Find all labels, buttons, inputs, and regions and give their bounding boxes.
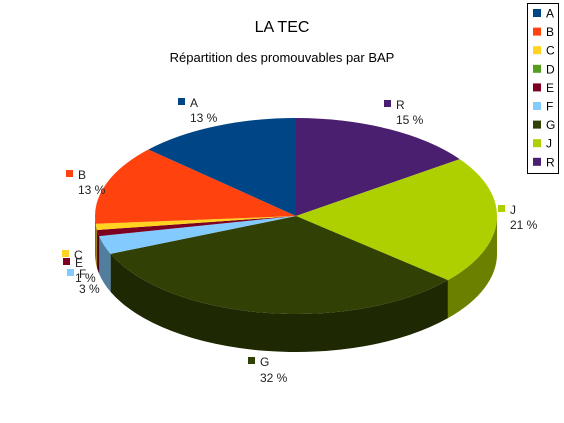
legend-swatch-c [533, 46, 541, 55]
slice-label-marker-a [178, 98, 185, 105]
legend-label-c: C [546, 44, 555, 58]
legend-label-d: D [546, 62, 555, 76]
slice-label-marker-c [62, 250, 69, 257]
slice-label-marker-f [67, 269, 74, 276]
slice-label-value-g: 32 % [260, 371, 288, 385]
slice-label-name-a: A [190, 96, 198, 110]
legend-swatch-b [533, 27, 541, 36]
pie-side-g [110, 253, 448, 352]
legend-swatch-j [533, 139, 541, 148]
legend-label-j: J [546, 137, 552, 151]
pie-side-e [97, 229, 100, 275]
slice-label-value-j: 21 % [510, 218, 538, 232]
pie-slice-g [110, 216, 448, 315]
pie-side-j [447, 216, 497, 319]
slice-label-value-a: 13 % [190, 111, 218, 125]
slice-label-value-r: 15 % [396, 113, 424, 127]
chart-subtitle: Répartition des promouvables par BAP [170, 50, 395, 65]
legend-swatch-a [533, 9, 541, 17]
pie-slice-b [94, 149, 296, 224]
slice-label-name-b: B [78, 168, 86, 182]
legend-label-r: R [546, 155, 555, 169]
slice-label-name-g: G [260, 355, 269, 369]
legend-swatch-e [533, 83, 541, 92]
legend-swatch-g [533, 120, 541, 129]
legend-swatch-d [533, 64, 541, 73]
slice-label-name-r: R [396, 98, 405, 112]
legend-box [527, 3, 559, 174]
pie-labels: A13 %R15 %J21 %B13 %G32 %CE1 %F3 % [62, 96, 538, 385]
legend-label-e: E [546, 81, 554, 95]
slice-label-name-c: C [74, 248, 83, 262]
legend-label-b: B [546, 25, 554, 39]
pie-side-f [99, 236, 111, 292]
slice-label-value-f: 3 % [79, 282, 100, 296]
slice-label-name-f: F [79, 267, 86, 281]
slice-label-marker-r [384, 100, 391, 107]
pie-slice-e [97, 216, 296, 237]
pie-slice-f [99, 216, 296, 254]
pie-slice-c [95, 216, 296, 230]
slice-label-value-b: 13 % [78, 183, 106, 197]
legend-swatch-r [533, 157, 541, 166]
pie-tops [94, 118, 497, 315]
chart-title: LA TEC [255, 19, 310, 36]
pie-side-c [95, 223, 98, 268]
pie-sides [95, 216, 497, 352]
slice-label-marker-b [66, 170, 73, 177]
pie-slice-j [296, 159, 497, 281]
slice-label-value-e: 1 % [75, 271, 96, 285]
legend-label-a: A [546, 7, 554, 21]
legend-label-f: F [546, 100, 553, 114]
slice-label-marker-e [63, 258, 70, 265]
slice-label-marker-j [498, 205, 505, 212]
legend-swatch-f [533, 102, 541, 110]
slice-label-name-j: J [510, 203, 516, 217]
slice-label-name-e: E [75, 256, 83, 270]
pie-side-b [95, 216, 96, 262]
pie-slice-a [148, 118, 296, 216]
legend-label-g: G [546, 118, 555, 132]
slice-label-marker-g [248, 357, 255, 364]
pie-slice-r [296, 118, 460, 216]
